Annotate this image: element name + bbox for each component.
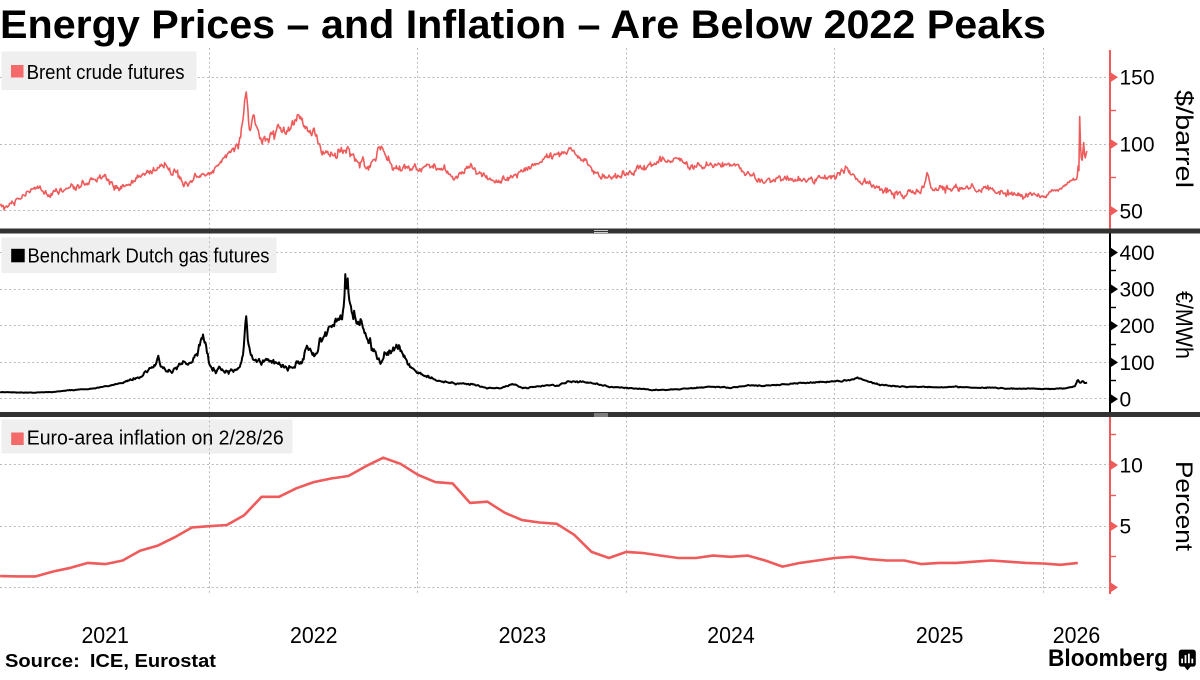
svg-text:Energy Prices – and Inflation: Energy Prices – and Inflation – Are Belo…	[0, 3, 1046, 47]
svg-text:Percent: Percent	[1170, 461, 1197, 551]
svg-text:Euro-area inflation on 2/28/26: Euro-area inflation on 2/28/26	[27, 428, 284, 450]
svg-text:0: 0	[1120, 389, 1132, 412]
svg-text:2026: 2026	[1053, 622, 1101, 648]
svg-text:100: 100	[1120, 352, 1155, 375]
svg-text:150: 150	[1120, 67, 1155, 90]
svg-text:50: 50	[1120, 200, 1143, 223]
svg-text:300: 300	[1120, 279, 1155, 302]
svg-text:100: 100	[1120, 134, 1155, 157]
svg-text:$/barrel: $/barrel	[1170, 90, 1197, 188]
svg-text:2023: 2023	[499, 622, 547, 648]
svg-text:2024: 2024	[707, 622, 755, 648]
svg-text:Benchmark Dutch gas futures: Benchmark Dutch gas futures	[28, 246, 270, 268]
svg-text:Bloomberg: Bloomberg	[1048, 645, 1168, 672]
svg-text:2021: 2021	[81, 622, 129, 648]
svg-text:10: 10	[1120, 455, 1143, 478]
svg-text:400: 400	[1120, 242, 1155, 265]
svg-text:200: 200	[1120, 315, 1155, 338]
svg-text:€/MWh: €/MWh	[1170, 291, 1197, 359]
svg-text:2022: 2022	[290, 622, 338, 648]
svg-text:Source: ICE, Eurostat: Source: ICE, Eurostat	[5, 651, 216, 671]
svg-text:2025: 2025	[916, 622, 964, 648]
svg-text:5: 5	[1120, 516, 1132, 539]
svg-text:Brent crude futures: Brent crude futures	[27, 62, 185, 84]
